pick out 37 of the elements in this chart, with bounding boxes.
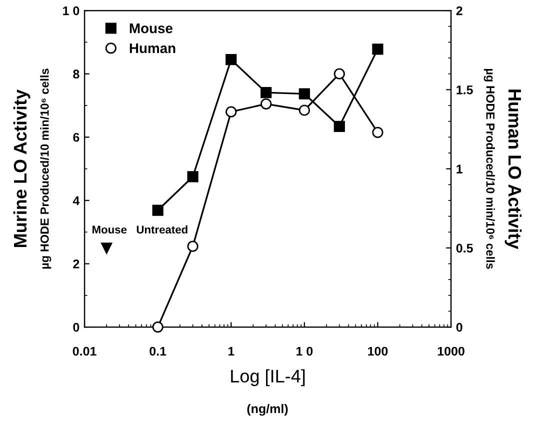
point bbox=[372, 44, 384, 55]
x-tick-label: 0.01 bbox=[72, 346, 96, 356]
annotation: Mouse Untreated bbox=[92, 225, 188, 234]
point bbox=[260, 98, 272, 110]
point bbox=[187, 240, 198, 252]
x-tick-label: 0.1 bbox=[150, 346, 166, 356]
point bbox=[334, 68, 345, 80]
y-tick-label: 0 bbox=[73, 322, 80, 332]
legend-label: Mouse bbox=[130, 24, 172, 34]
y-axis-title: Murine LO Activity µg HODE Produced/10 min/10⁶ cells bbox=[13, 68, 52, 269]
x-tick-label: 1000 bbox=[438, 346, 464, 356]
y-tick-label: 8 bbox=[73, 70, 80, 78]
point bbox=[334, 120, 345, 132]
point bbox=[152, 204, 164, 216]
point bbox=[187, 171, 198, 182]
y-tick-label: 4 bbox=[72, 196, 80, 205]
x-tick-label: 100 bbox=[368, 346, 388, 356]
y2-tick-label: 2 bbox=[456, 6, 462, 16]
point bbox=[226, 106, 237, 118]
y2-axis-title: Human LO Activity µg HODE Produced/10 min/10⁶ cells bbox=[484, 68, 522, 269]
point bbox=[298, 104, 310, 116]
point bbox=[226, 54, 237, 66]
y-tick-label: 6 bbox=[73, 132, 80, 142]
y2-tick-label: 1.5 bbox=[456, 86, 473, 94]
point bbox=[260, 86, 272, 98]
y2-tick-label: 0.5 bbox=[456, 244, 473, 253]
y-tick-label: 1 0 bbox=[63, 6, 80, 16]
y2-tick-label: 1 bbox=[456, 164, 462, 174]
text: Log [IL-4] (ng/ml) bbox=[231, 369, 305, 416]
y-tick-label: 2 bbox=[73, 260, 80, 268]
point bbox=[152, 321, 164, 333]
point bbox=[298, 88, 310, 100]
y2-tick-label: 0 bbox=[456, 322, 462, 332]
x-tick-label: 1 0 bbox=[296, 346, 313, 356]
point bbox=[372, 126, 384, 138]
x-tick-label: 1 bbox=[228, 346, 234, 356]
legend-label: Human bbox=[130, 43, 176, 54]
